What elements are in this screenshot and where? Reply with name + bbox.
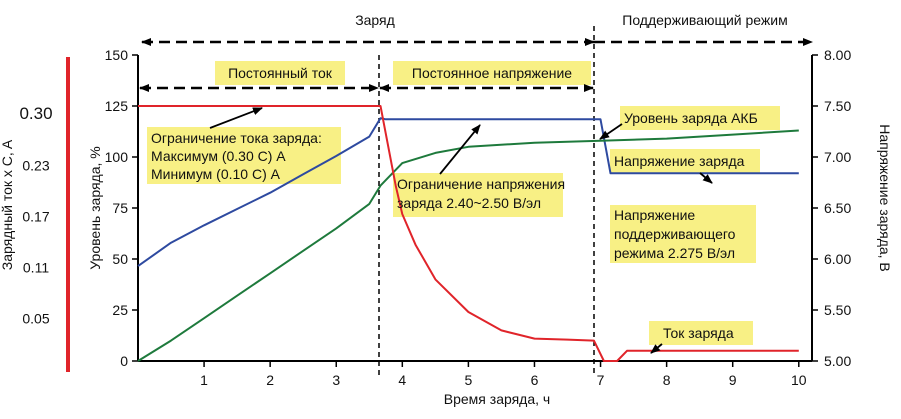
series-line <box>137 129 799 362</box>
cv-phase-label: Постоянное напряжение <box>412 65 572 81</box>
charge-current-bg <box>649 321 753 345</box>
current-limit-bg <box>147 127 341 184</box>
right-y-tick-label: 7.00 <box>824 149 851 165</box>
right-y-tick-label: 8.00 <box>824 47 851 63</box>
right-y-tick-label: 5.00 <box>824 353 851 369</box>
battery-level-pointer <box>599 123 623 140</box>
x-tick-label: 5 <box>464 372 472 388</box>
right-y-tick-label: 6.00 <box>824 251 851 267</box>
float-voltage-line-1: Напряжение <box>614 207 695 223</box>
float-phase-label: Поддерживающий режим <box>622 12 787 28</box>
current-tick-label: 0.17 <box>22 209 49 225</box>
left-y-axis-title: Уровень заряда, % <box>87 146 103 269</box>
x-tick-label: 3 <box>332 372 340 388</box>
voltage-limit-bg <box>393 173 563 217</box>
voltage-limit-line-2: заряда 2.40~2.50 В/эл <box>397 195 541 211</box>
left-y-tick-label: 50 <box>112 251 128 267</box>
cc-phase-label: Постоянный ток <box>228 65 333 81</box>
current-tick-label: 0.05 <box>22 311 49 327</box>
right-y-tick-label: 5.50 <box>824 302 851 318</box>
charge-voltage-label: Напряжение заряда <box>614 153 745 169</box>
x-tick-label: 7 <box>597 372 605 388</box>
current-axis-top-label: 0.30 <box>19 104 52 123</box>
voltage-limit-pointer <box>439 124 481 175</box>
float-voltage-line-3: режима 2.275 В/эл <box>614 245 735 261</box>
left-y-tick-label: 150 <box>105 47 129 63</box>
x-tick-label: 2 <box>266 372 274 388</box>
left-y-tick-label: 25 <box>112 302 128 318</box>
cv-label-bg <box>393 61 591 85</box>
left-y-tick-label: 100 <box>105 149 129 165</box>
voltage-limit-line-1: Ограничение напряжения <box>397 176 565 192</box>
right-y-axis-title: Напряжение заряда, В <box>877 124 893 272</box>
charge-voltage-pointer <box>699 172 713 184</box>
charge-voltage-bg <box>610 149 760 173</box>
left-y-tick-label: 75 <box>112 200 128 216</box>
series-line <box>137 117 799 267</box>
current-limit-line-1: Ограничение тока заряда: <box>151 130 322 146</box>
left-y-tick-label: 0 <box>120 353 128 369</box>
current-tick-label: 0.23 <box>22 158 49 174</box>
float-voltage-line-2: поддерживающего <box>614 226 736 242</box>
charge-phase-label: Заряд <box>355 12 395 28</box>
current-limit-pointer <box>209 107 263 129</box>
x-axis-title: Время заряда, ч <box>444 391 550 407</box>
charge-current-label: Ток заряда <box>663 325 734 341</box>
battery-level-bg <box>620 106 780 130</box>
battery-level-label: Уровень заряда АКБ <box>624 110 758 126</box>
current-limit-line-3: Минимум (0.10 С) А <box>151 166 281 182</box>
current-tick-label: 0.11 <box>23 260 49 276</box>
x-tick-label: 9 <box>729 372 737 388</box>
cc-label-bg <box>215 61 345 85</box>
float-voltage-bg <box>610 205 756 263</box>
x-tick-label: 6 <box>531 372 539 388</box>
charge-current-pointer <box>650 343 663 354</box>
series-line <box>138 105 799 362</box>
x-tick-label: 8 <box>663 372 671 388</box>
right-y-tick-label: 6.50 <box>824 200 851 216</box>
x-tick-label: 10 <box>791 372 807 388</box>
x-tick-label: 1 <box>200 372 208 388</box>
current-axis-title: Зарядный ток x C, A <box>0 139 15 270</box>
x-tick-label: 4 <box>398 372 406 388</box>
right-y-tick-label: 7.50 <box>824 98 851 114</box>
left-y-tick-label: 125 <box>105 98 129 114</box>
current-limit-line-2: Максимум (0.30 С) А <box>151 148 286 164</box>
